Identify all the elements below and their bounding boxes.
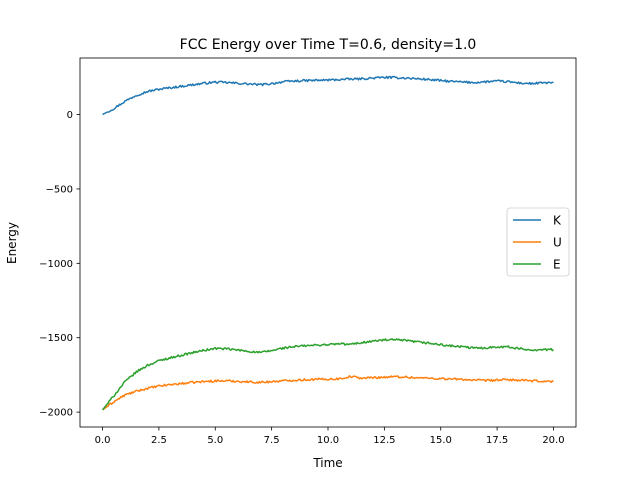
legend-label-K: K [553,214,562,228]
x-axis-label: Time [312,456,342,470]
x-tick-label: 7.5 [264,435,280,446]
y-tick-label: −1500 [39,333,73,344]
x-tick-label: 12.5 [373,435,395,446]
legend-label-E: E [553,258,561,272]
x-tick-label: 17.5 [486,435,508,446]
y-axis: 0 −500 −1000 −1500 −2000 [39,110,80,419]
chart-title: FCC Energy over Time T=0.6, density=1.0 [180,37,477,53]
x-axis: 0.0 2.5 5.0 7.5 10.0 12.5 15.0 17.5 20.0 [95,427,565,446]
y-axis-label: Energy [5,222,19,264]
y-tick-label: −1000 [39,259,73,270]
y-tick-label: 0 [67,110,73,121]
x-tick-label: 5.0 [207,435,223,446]
x-tick-label: 0.0 [95,435,111,446]
series-line-K [102,75,554,116]
y-tick-label: −500 [46,184,73,195]
legend-label-U: U [553,236,562,250]
x-tick-label: 10.0 [317,435,339,446]
series-line-U [102,374,554,411]
x-tick-label: 15.0 [430,435,452,446]
plot-area [79,57,577,428]
x-tick-label: 20.0 [542,435,564,446]
y-tick-label: −2000 [39,408,73,419]
x-tick-label: 2.5 [151,435,167,446]
series-line-E [101,338,554,411]
series-layer [101,75,554,411]
legend: KUE [506,207,570,277]
